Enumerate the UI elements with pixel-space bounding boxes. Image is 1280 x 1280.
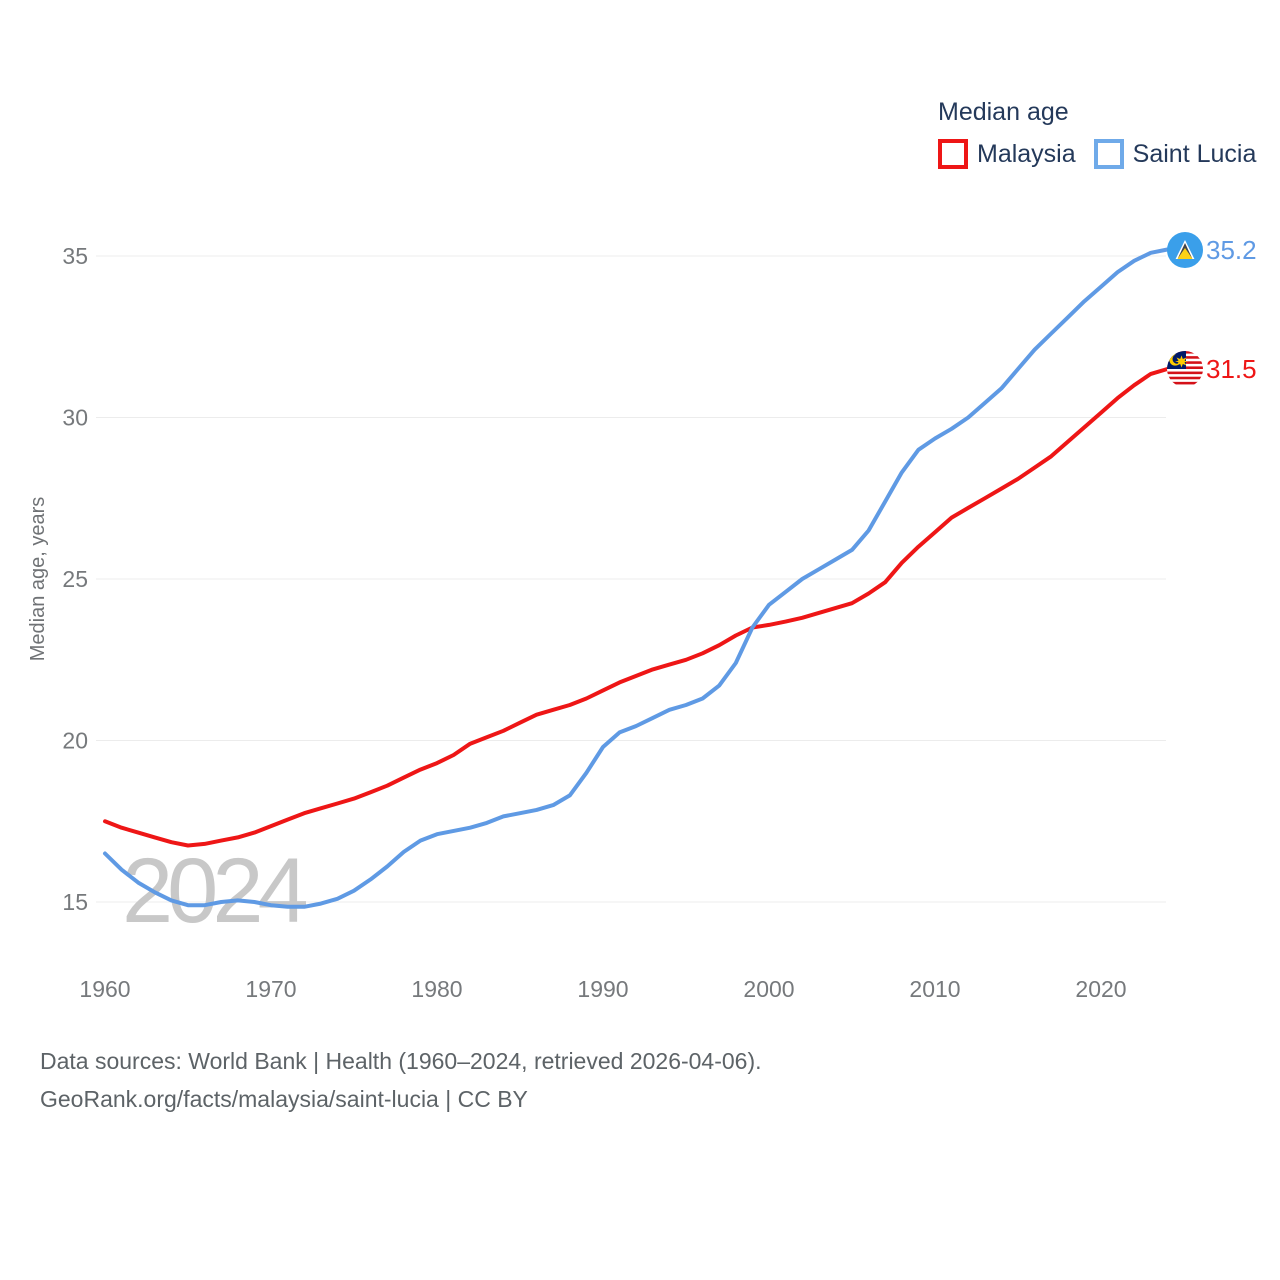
- malaysia-flag-icon: [1167, 351, 1203, 388]
- y-tick-label: 35: [62, 243, 88, 269]
- data-sources-text: Data sources: World Bank | Health (1960–…: [40, 1048, 762, 1074]
- saint-lucia-line[interactable]: [103, 247, 1170, 909]
- attribution-link-text[interactable]: GeoRank.org/facts/malaysia/saint-lucia |…: [40, 1086, 528, 1112]
- legend-rows: Malaysia Saint Lucia: [938, 139, 1274, 169]
- y-tick-label: 25: [62, 566, 88, 592]
- saint-lucia-series-swatch-icon: [1093, 139, 1124, 169]
- malaysia-end-value: 31.5: [1206, 354, 1257, 385]
- y-tick-label: 20: [62, 728, 88, 754]
- legend-item-saint-lucia[interactable]: Saint Lucia: [1093, 139, 1257, 169]
- saint-lucia-flag-icon: [1167, 231, 1203, 268]
- legend-item-label: Malaysia: [977, 139, 1076, 168]
- x-tick-label: 2010: [909, 976, 960, 1002]
- x-tick-label: 1960: [79, 976, 130, 1002]
- x-tick-label: 2000: [743, 976, 794, 1002]
- gridlines: 15 20 25 30 35: [62, 243, 1166, 915]
- chart-canvas[interactable]: 15 20 25 30 35 1960 1970 1980 1990 2000 2010 2020 Me…: [0, 0, 1280, 1010]
- y-tick-label: 15: [62, 889, 88, 915]
- x-tick-label: 1990: [577, 976, 628, 1002]
- y-tick-label: 30: [62, 405, 88, 431]
- saint-lucia-end-value: 35.2: [1206, 234, 1257, 265]
- legend-item-malaysia[interactable]: Malaysia: [938, 139, 1076, 169]
- chart-legend: Median age Malaysia Saint Lucia: [938, 98, 1274, 169]
- x-tick-label: 1980: [411, 976, 462, 1002]
- malaysia-line[interactable]: [103, 367, 1170, 848]
- legend-title: Median age: [938, 98, 1069, 126]
- malaysia-series-swatch-icon: [938, 139, 968, 169]
- x-tick-label: 1970: [245, 976, 296, 1002]
- x-tick-label: 2020: [1075, 976, 1126, 1002]
- y-axis-title: Median age, years: [27, 497, 49, 662]
- legend-item-label: Saint Lucia: [1132, 139, 1257, 168]
